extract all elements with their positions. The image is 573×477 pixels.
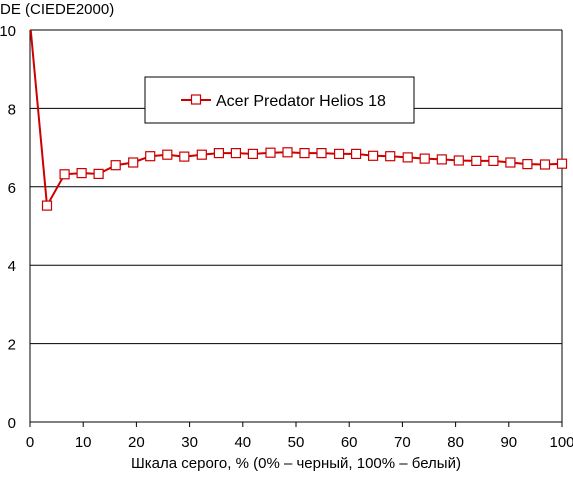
data-point-marker <box>368 150 379 161</box>
x-tick-label: 10 <box>75 434 92 451</box>
data-point-marker <box>436 154 447 165</box>
data-point-marker <box>110 160 121 171</box>
data-point-marker <box>247 148 258 159</box>
data-point-marker <box>76 168 87 179</box>
legend-series-label: Acer Predator Helios 18 <box>216 93 386 110</box>
x-tick-label: 60 <box>341 434 358 451</box>
x-tick-label: 30 <box>181 434 198 451</box>
data-point-marker <box>179 151 190 162</box>
data-point-marker <box>522 159 533 170</box>
data-point-marker <box>41 200 53 211</box>
data-point-marker <box>145 151 156 162</box>
data-point-marker <box>471 155 482 166</box>
data-point-marker <box>162 149 173 160</box>
y-axis-label: DE (CIEDE2000) <box>0 1 114 18</box>
data-point-marker <box>505 157 516 168</box>
x-tick-label: 90 <box>500 434 517 451</box>
x-axis-label: Шкала серого, % (0% – черный, 100% – бел… <box>131 455 461 472</box>
y-tick-label: 4 <box>8 258 16 275</box>
legend-marker-sample <box>190 94 202 105</box>
data-point-marker <box>385 151 396 162</box>
legend: Acer Predator Helios 18 <box>144 76 415 124</box>
data-point-marker <box>59 169 70 180</box>
data-point-marker <box>488 155 499 166</box>
data-point-marker <box>93 168 104 179</box>
x-tick-label: 20 <box>128 434 145 451</box>
grid-lines <box>30 29 562 345</box>
x-tick-label: 40 <box>234 434 251 451</box>
data-point-marker <box>196 149 207 160</box>
data-point-marker <box>316 148 327 159</box>
y-tick-label: 6 <box>8 180 16 197</box>
y-tick-label: 0 <box>8 415 16 432</box>
x-tick-label: 70 <box>394 434 411 451</box>
data-point-marker <box>128 157 139 168</box>
data-point-marker <box>265 147 276 158</box>
x-tick-label: 0 <box>26 434 34 451</box>
data-point-marker <box>556 158 568 169</box>
data-point-marker <box>230 148 241 159</box>
data-point-marker <box>539 159 551 170</box>
data-point-marker <box>419 153 430 164</box>
x-tick-label: 100 <box>549 434 573 451</box>
data-point-marker <box>351 148 362 159</box>
data-point-marker <box>453 155 464 166</box>
data-point-marker <box>334 148 345 159</box>
x-tick-label: 50 <box>288 434 305 451</box>
x-tick-label: 80 <box>447 434 464 451</box>
data-point-marker <box>402 152 413 163</box>
y-tick-label: 8 <box>8 101 16 118</box>
data-point-marker <box>299 148 310 159</box>
y-tick-label: 10 <box>0 23 16 40</box>
y-tick-label: 2 <box>8 337 16 354</box>
series-layer <box>30 30 568 211</box>
data-point-marker <box>213 148 224 159</box>
data-point-marker <box>282 147 293 158</box>
